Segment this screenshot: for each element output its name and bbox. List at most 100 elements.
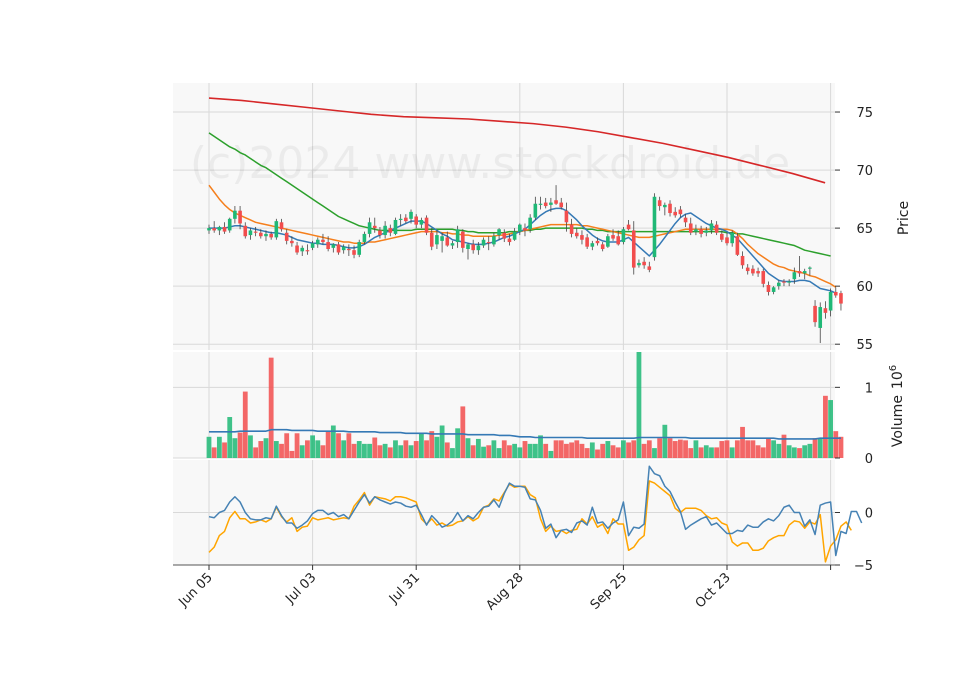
volume-bar (802, 445, 808, 458)
volume-bar (703, 445, 709, 458)
candle-body (300, 247, 305, 252)
candle-body (808, 267, 812, 269)
volume-bar (387, 447, 393, 458)
candle-body (502, 232, 507, 239)
volume-bar (766, 438, 771, 458)
volume-bar (501, 440, 507, 458)
volume-bar (589, 442, 595, 458)
candle-body (326, 242, 330, 250)
volume-bar (538, 435, 543, 458)
candle-body (481, 239, 486, 246)
candle-body (295, 245, 299, 253)
volume-bar (470, 445, 476, 458)
candle-body (341, 246, 346, 251)
candle-body (533, 203, 538, 218)
candle-body (290, 240, 294, 244)
price-tick-label: 70 (856, 164, 873, 179)
volume-label-text: Volume (890, 395, 906, 447)
volume-tick-label: 1 (865, 381, 873, 396)
candle-body (704, 230, 709, 233)
volume-bar (356, 441, 362, 458)
candle-body (315, 239, 320, 245)
candle-body (538, 203, 543, 205)
volume-bar (216, 436, 222, 458)
volume-bar (512, 443, 518, 458)
volume-bar (382, 443, 388, 458)
candle-body (792, 272, 797, 280)
candle-body (678, 209, 683, 215)
candle-body (388, 228, 393, 233)
volume-bar (652, 448, 657, 458)
candle-body (569, 224, 574, 234)
candle-body (207, 228, 211, 231)
volume-label-exponent: 6 (888, 365, 899, 371)
volume-bar (672, 441, 678, 458)
volume-bar (351, 443, 357, 458)
volume-bar (532, 443, 538, 458)
candle-body (559, 202, 564, 208)
x-axis: Jun 05 Jul 03 Jul 31 Aug 28 Sep 25 Oct 23 (176, 565, 832, 613)
x-tick-label: Aug 28 (483, 570, 526, 613)
volume-bar (310, 435, 315, 458)
candle-body (486, 242, 491, 244)
candle-body (668, 203, 672, 214)
candle-body (580, 235, 584, 240)
candle-body (823, 308, 828, 313)
volume-bar (496, 448, 502, 458)
volume-bar (315, 440, 321, 458)
candle-body (212, 228, 216, 231)
candle-body (512, 231, 517, 240)
volume-bar (626, 442, 631, 458)
candle-body (445, 237, 450, 246)
volume-bar (714, 447, 720, 458)
volume-bar (621, 440, 626, 458)
volume-bar (273, 441, 279, 458)
candle-body (378, 230, 382, 236)
volume-bar (662, 424, 668, 458)
candle-body (797, 271, 802, 274)
candle-body (833, 291, 838, 296)
volume-bar (413, 441, 419, 458)
oscillator-blue-line (208, 465, 863, 557)
candle-body (393, 219, 398, 234)
volume-bar (336, 433, 341, 458)
volume-bar (755, 445, 761, 458)
x-tick-label: Jun 05 (176, 570, 216, 610)
candle-body (471, 244, 475, 251)
candle-body (331, 244, 336, 248)
price-tick-label: 65 (856, 222, 873, 237)
volume-bar (211, 447, 217, 458)
volume-bar (279, 443, 284, 458)
volume-bar (548, 450, 554, 458)
candle-body (518, 224, 522, 232)
volume-bar (408, 445, 414, 458)
price-tick-label: 75 (856, 106, 873, 121)
candle-body (766, 284, 771, 292)
candle-body (310, 243, 315, 248)
volume-bar (584, 448, 590, 458)
candle-body (336, 244, 341, 253)
candle-body (243, 225, 248, 237)
price-y-axis: 55 60 65 70 75 (835, 106, 873, 353)
candle-body (688, 223, 693, 233)
candle-body (839, 293, 843, 304)
volume-bar (579, 443, 585, 458)
candle-body (404, 217, 408, 222)
candle-body (714, 224, 719, 233)
candle-body (347, 249, 351, 251)
volume-bar (828, 400, 833, 458)
volume-bar (242, 391, 248, 458)
candle-body (683, 217, 688, 223)
candle-body (642, 261, 646, 266)
volume-bar (683, 440, 688, 458)
volume-bar (734, 440, 740, 458)
volume-bar (817, 438, 823, 458)
x-tick-label: Jul 03 (282, 570, 319, 607)
candle-body (818, 307, 823, 328)
candle-body (663, 204, 667, 208)
volume-bar (450, 448, 455, 458)
candle-body (647, 266, 652, 270)
candle-body (611, 235, 615, 239)
volume-moving-average (209, 428, 841, 440)
volume-bar (268, 357, 274, 458)
